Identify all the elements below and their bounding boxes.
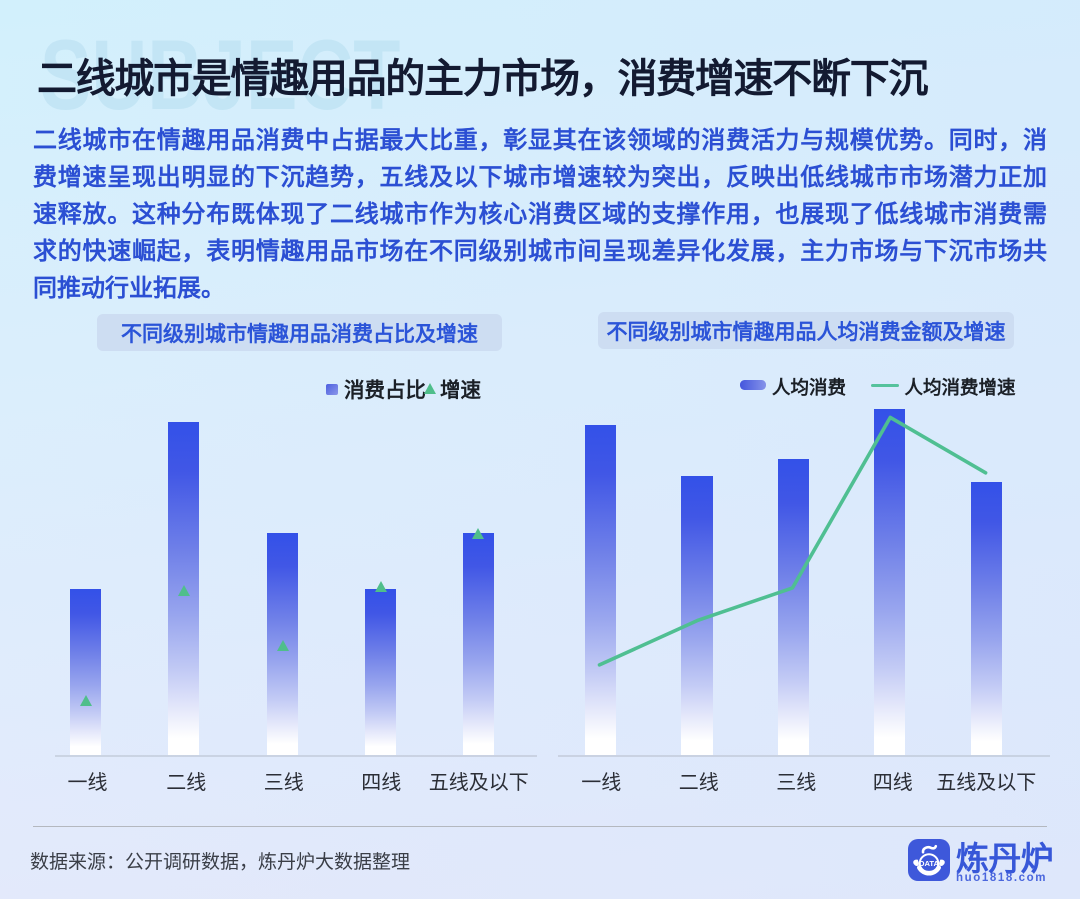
svg-text:DATA: DATA [919,859,939,868]
